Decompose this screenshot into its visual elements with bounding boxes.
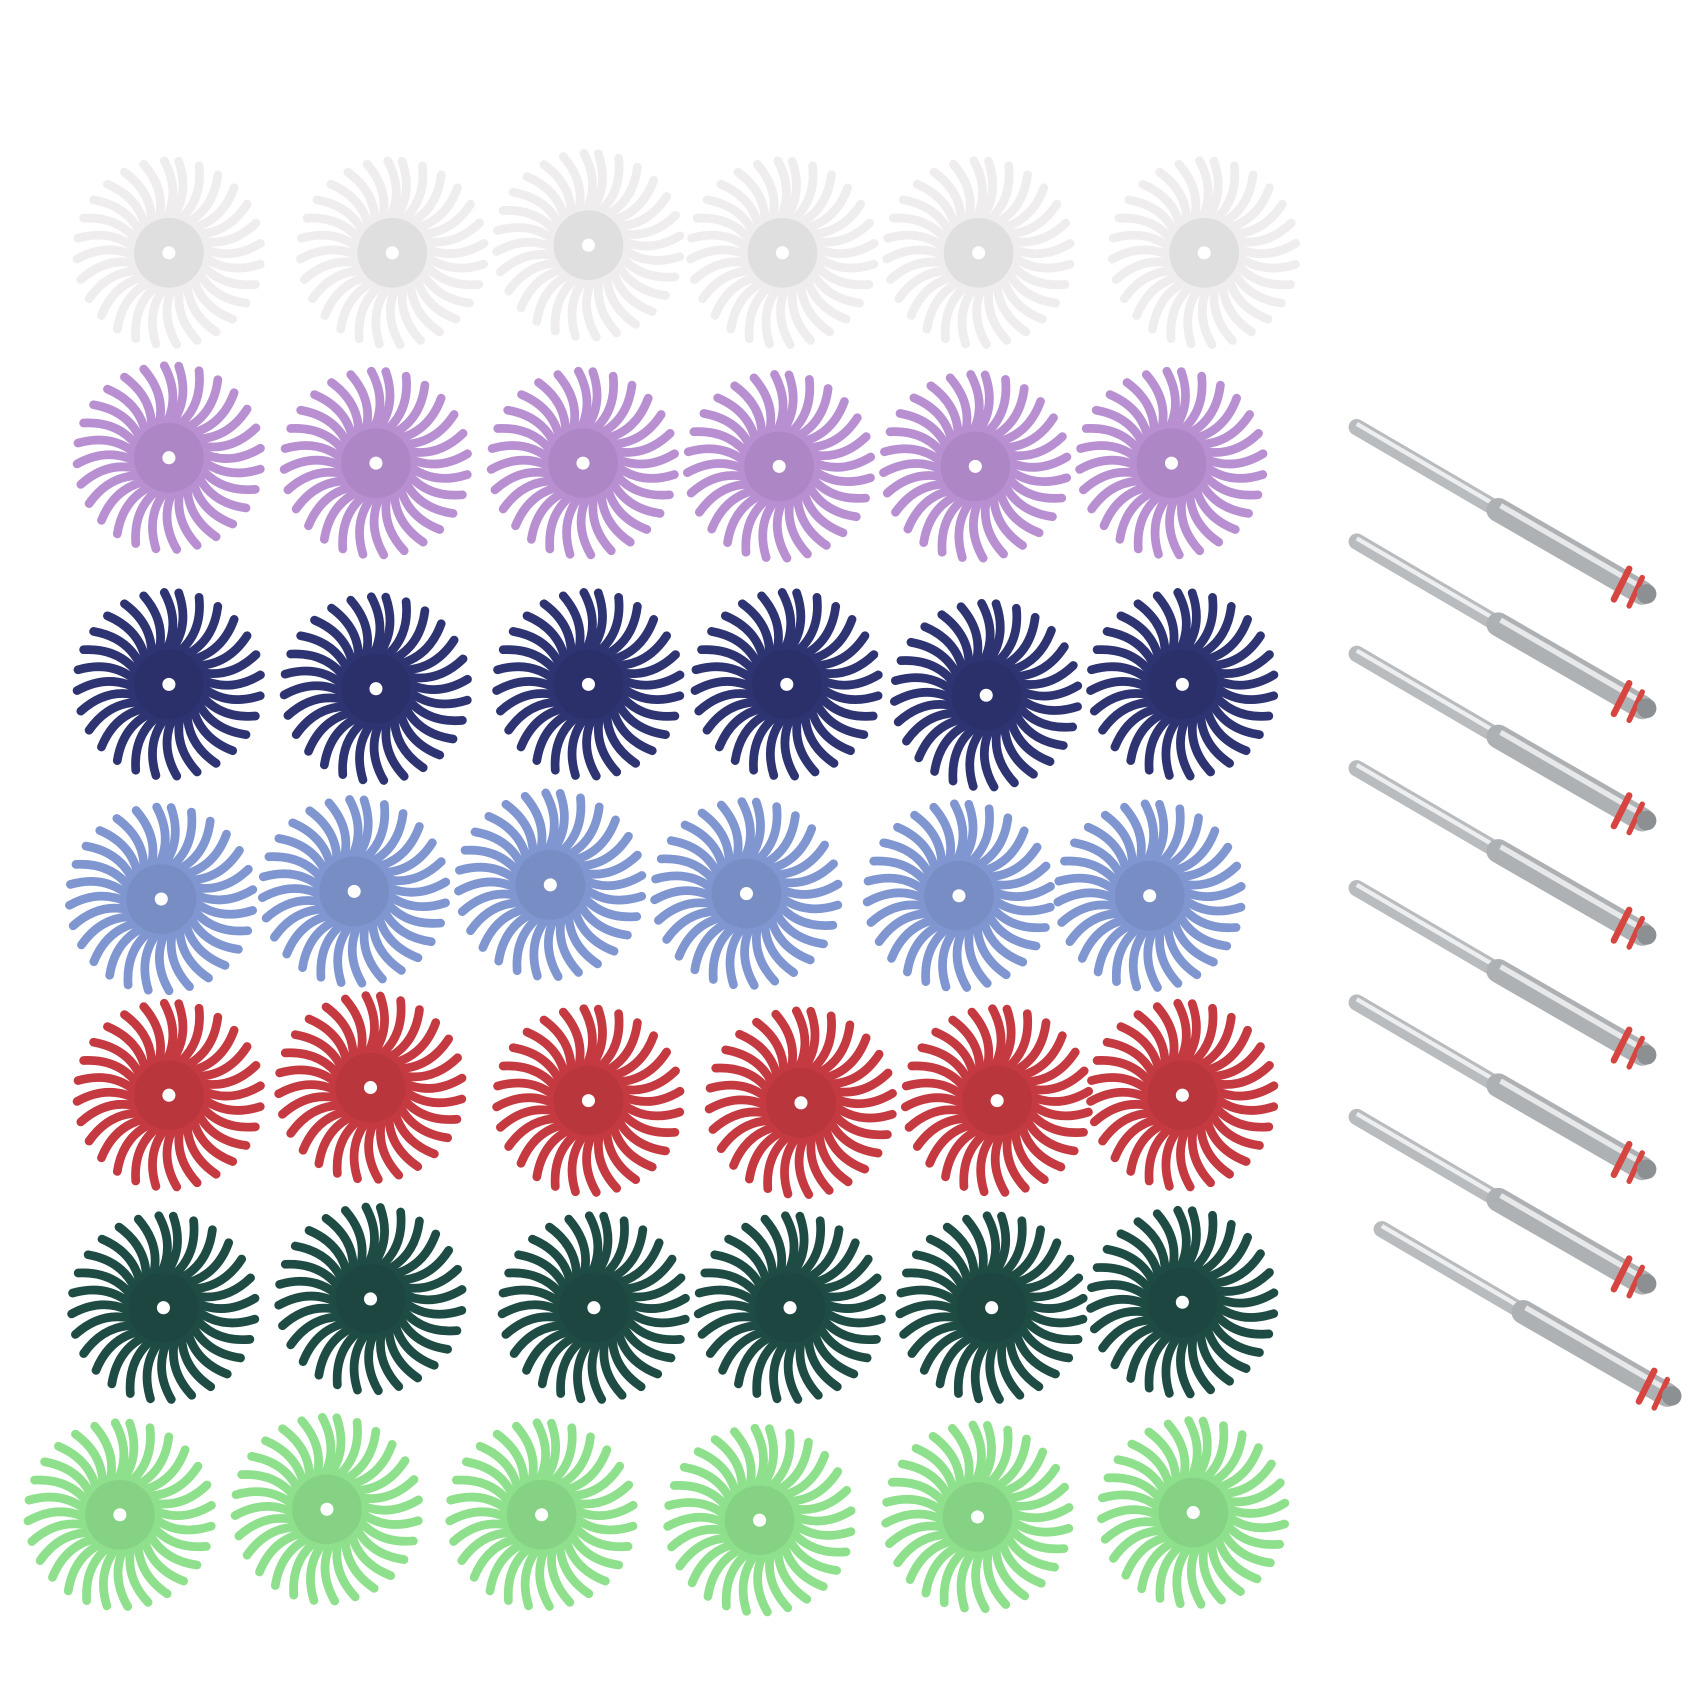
wheel	[883, 374, 1068, 559]
wheel	[697, 1215, 882, 1400]
mandrels	[1357, 424, 1682, 1408]
wheel	[1057, 803, 1242, 988]
wheel	[71, 1215, 256, 1400]
wheel	[885, 1424, 1070, 1609]
wheel	[278, 1206, 463, 1391]
wheel	[1090, 1210, 1275, 1395]
wheel	[76, 592, 261, 777]
wheel	[886, 160, 1071, 345]
wheel	[694, 592, 879, 777]
wheel	[905, 1008, 1090, 1193]
wheel-row-light-green	[27, 1417, 1285, 1613]
wheel	[501, 1215, 686, 1400]
wheel	[866, 803, 1051, 988]
wheel	[69, 806, 254, 991]
wheel	[654, 801, 839, 986]
wheel-row-dark-green	[71, 1206, 1275, 1400]
wheel	[1112, 160, 1297, 345]
wheel	[490, 371, 675, 556]
wheel	[1101, 1420, 1286, 1605]
wheel	[1079, 371, 1264, 556]
wheel-row-light-blue	[69, 792, 1242, 991]
wheel	[1090, 1003, 1275, 1188]
wheel-row-navy	[76, 592, 1275, 788]
wheel	[300, 160, 485, 345]
mandrel	[1357, 424, 1657, 606]
wheel	[894, 603, 1079, 788]
wheel	[234, 1417, 419, 1602]
wheel	[278, 995, 463, 1180]
wheel	[27, 1422, 212, 1607]
wheel	[687, 374, 872, 559]
wheel	[496, 592, 681, 777]
wheel	[496, 153, 681, 338]
wheel	[76, 1003, 261, 1188]
wheel	[262, 799, 447, 984]
wheel	[76, 365, 261, 550]
wheel	[449, 1422, 634, 1607]
wheel-row-white	[76, 153, 1296, 346]
wheel	[667, 1428, 852, 1613]
mandrel	[1382, 1226, 1682, 1408]
wheel-row-purple	[76, 365, 1264, 559]
wheel	[283, 596, 468, 781]
wheel	[76, 160, 261, 345]
wheel	[458, 792, 643, 977]
wheel	[708, 1010, 893, 1195]
wheel	[899, 1215, 1084, 1400]
wheel	[283, 371, 468, 556]
wheel	[496, 1008, 681, 1193]
wheel-row-red	[76, 995, 1275, 1195]
wheel	[1090, 592, 1275, 777]
wheel	[690, 160, 875, 345]
